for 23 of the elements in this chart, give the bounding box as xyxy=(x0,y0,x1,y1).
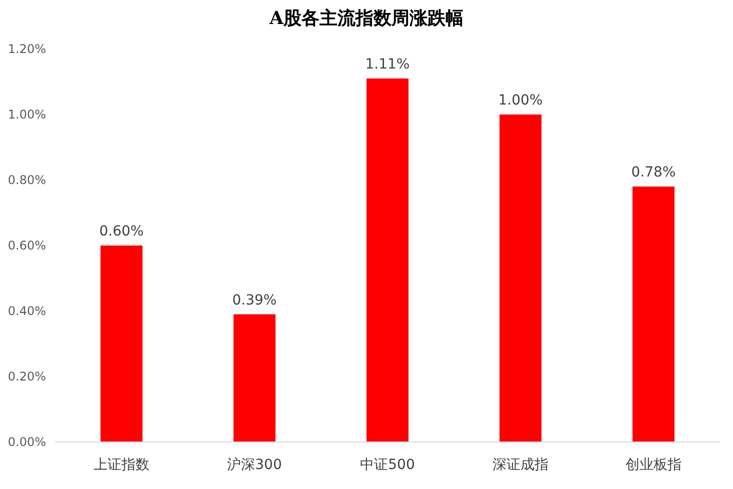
y-tick-label: 0.00% xyxy=(8,435,46,449)
x-tick-label: 深证成指 xyxy=(492,457,548,473)
bar xyxy=(500,114,542,442)
bar xyxy=(100,246,142,442)
x-tick-label: 沪深300 xyxy=(227,457,282,473)
y-tick-label: 1.00% xyxy=(8,108,46,122)
data-label: 0.78% xyxy=(631,164,676,181)
x-tick-label: 创业板指 xyxy=(626,457,682,473)
y-tick-label: 0.80% xyxy=(8,173,46,187)
bar xyxy=(234,314,276,442)
y-tick-label: 1.20% xyxy=(8,42,46,56)
y-tick-label: 0.20% xyxy=(8,370,46,384)
data-label: 0.60% xyxy=(99,224,144,240)
x-tick-label: 中证500 xyxy=(360,457,415,473)
data-label: 1.11% xyxy=(365,56,410,72)
y-tick-label: 0.60% xyxy=(8,238,46,252)
chart-title: A股各主流指数周涨跌幅 xyxy=(268,8,464,29)
data-label: 0.39% xyxy=(232,292,277,308)
data-label: 1.00% xyxy=(498,92,543,108)
x-tick-label: 上证指数 xyxy=(94,457,150,473)
bar xyxy=(366,78,408,442)
bar xyxy=(632,186,674,442)
y-tick-label: 0.40% xyxy=(8,304,46,318)
